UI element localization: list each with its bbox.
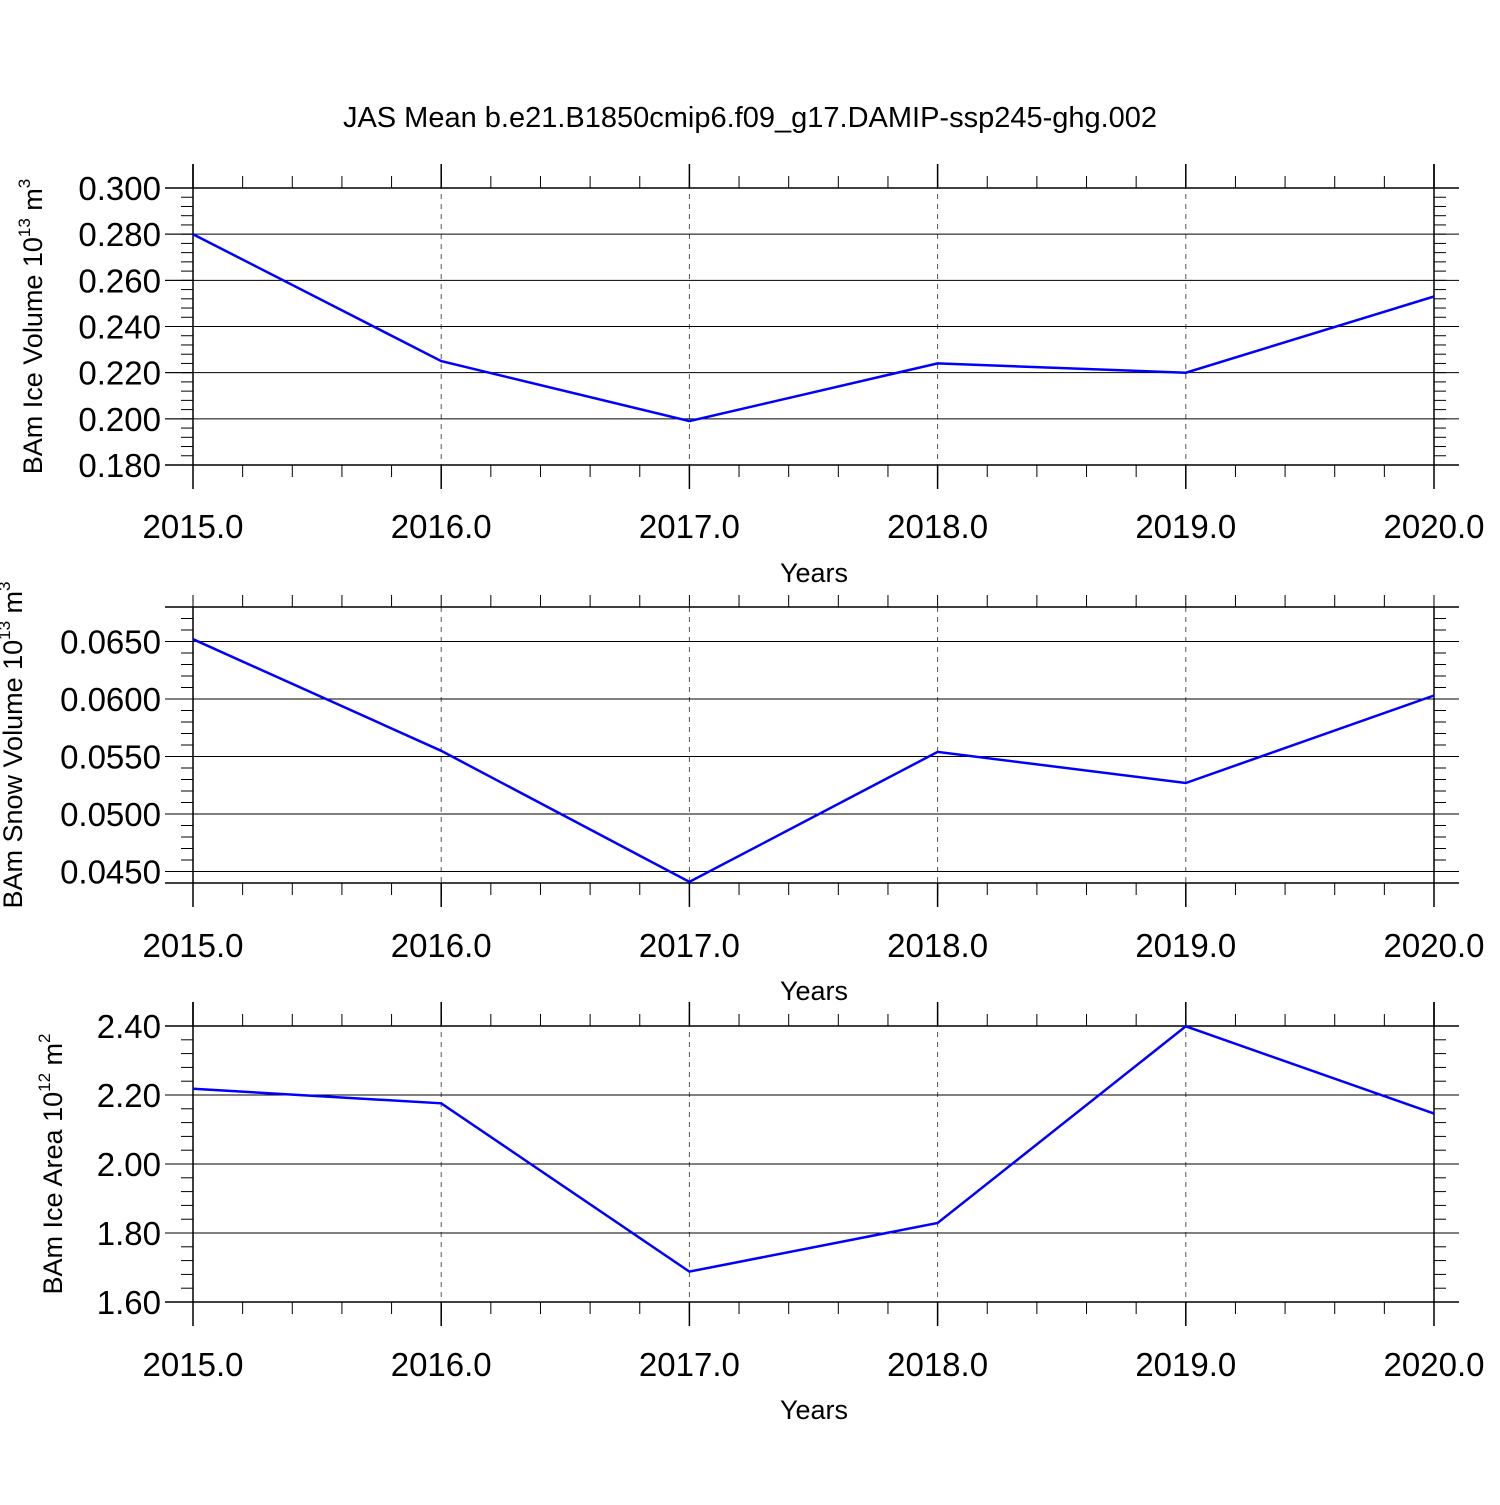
y-axis-label: BAm Ice Volume 1013 m3 [15, 179, 48, 475]
y-tick-label: 0.0600 [60, 681, 161, 718]
x-tick-label: 2019.0 [1135, 508, 1236, 545]
x-tick-label: 2017.0 [639, 927, 740, 964]
y-tick-label: 1.80 [97, 1215, 161, 1252]
y-tick-label: 0.0650 [60, 624, 161, 661]
x-axis-label: Years [780, 976, 848, 1006]
x-axis-label: Years [780, 1395, 848, 1425]
y-tick-label: 0.180 [78, 447, 161, 484]
series-line [193, 234, 1434, 421]
x-tick-label: 2019.0 [1135, 927, 1236, 964]
series-line [193, 639, 1434, 882]
y-tick-label: 0.0500 [60, 796, 161, 833]
figure-title: JAS Mean b.e21.B1850cmip6.f09_g17.DAMIP-… [343, 102, 1157, 134]
y-tick-label: 1.60 [97, 1284, 161, 1321]
y-tick-label: 0.0550 [60, 739, 161, 776]
series-line [193, 1026, 1434, 1271]
x-tick-label: 2018.0 [887, 1346, 988, 1383]
y-tick-label: 0.0450 [60, 854, 161, 891]
y-tick-label: 0.200 [78, 401, 161, 438]
x-tick-label: 2015.0 [143, 1346, 244, 1383]
x-tick-label: 2020.0 [1384, 508, 1485, 545]
x-tick-label: 2020.0 [1384, 927, 1485, 964]
panel-3: 1.60 1.80 2.00 2.20 2.40 2015.0 2016.0 2017.0 20… [35, 1002, 1484, 1425]
x-tick-label: 2018.0 [887, 927, 988, 964]
y-tick-label: 2.20 [97, 1077, 161, 1114]
x-tick-label: 2016.0 [391, 1346, 492, 1383]
y-tick-label: 0.240 [78, 309, 161, 346]
y-axis-label: BAm Ice Area 1012 m2 [35, 1034, 68, 1295]
x-tick-label: 2015.0 [143, 508, 244, 545]
y-tick-label: 0.280 [78, 216, 161, 253]
x-tick-label: 2016.0 [391, 508, 492, 545]
x-tick-label: 2017.0 [639, 1346, 740, 1383]
y-tick-label: 0.220 [78, 355, 161, 392]
x-tick-label: 2015.0 [143, 927, 244, 964]
y-tick-label: 0.260 [78, 262, 161, 299]
x-axis-label: Years [780, 558, 848, 588]
panel-1: 0.180 0.200 0.220 0.240 0.260 0.280 0.300 2015.… [15, 164, 1484, 588]
y-tick-label: 2.00 [97, 1146, 161, 1183]
panel-2: 0.0450 0.0500 0.0550 0.0600 0.0650 2015.0 2016… [0, 581, 1484, 1006]
y-tick-label: 0.300 [78, 170, 161, 207]
x-tick-label: 2017.0 [639, 508, 740, 545]
y-tick-label: 2.40 [97, 1008, 161, 1045]
x-tick-label: 2019.0 [1135, 1346, 1236, 1383]
y-axis-label: BAm Snow Volume 1013 m3 [0, 581, 28, 908]
x-tick-label: 2016.0 [391, 927, 492, 964]
x-tick-label: 2020.0 [1384, 1346, 1485, 1383]
x-tick-label: 2018.0 [887, 508, 988, 545]
